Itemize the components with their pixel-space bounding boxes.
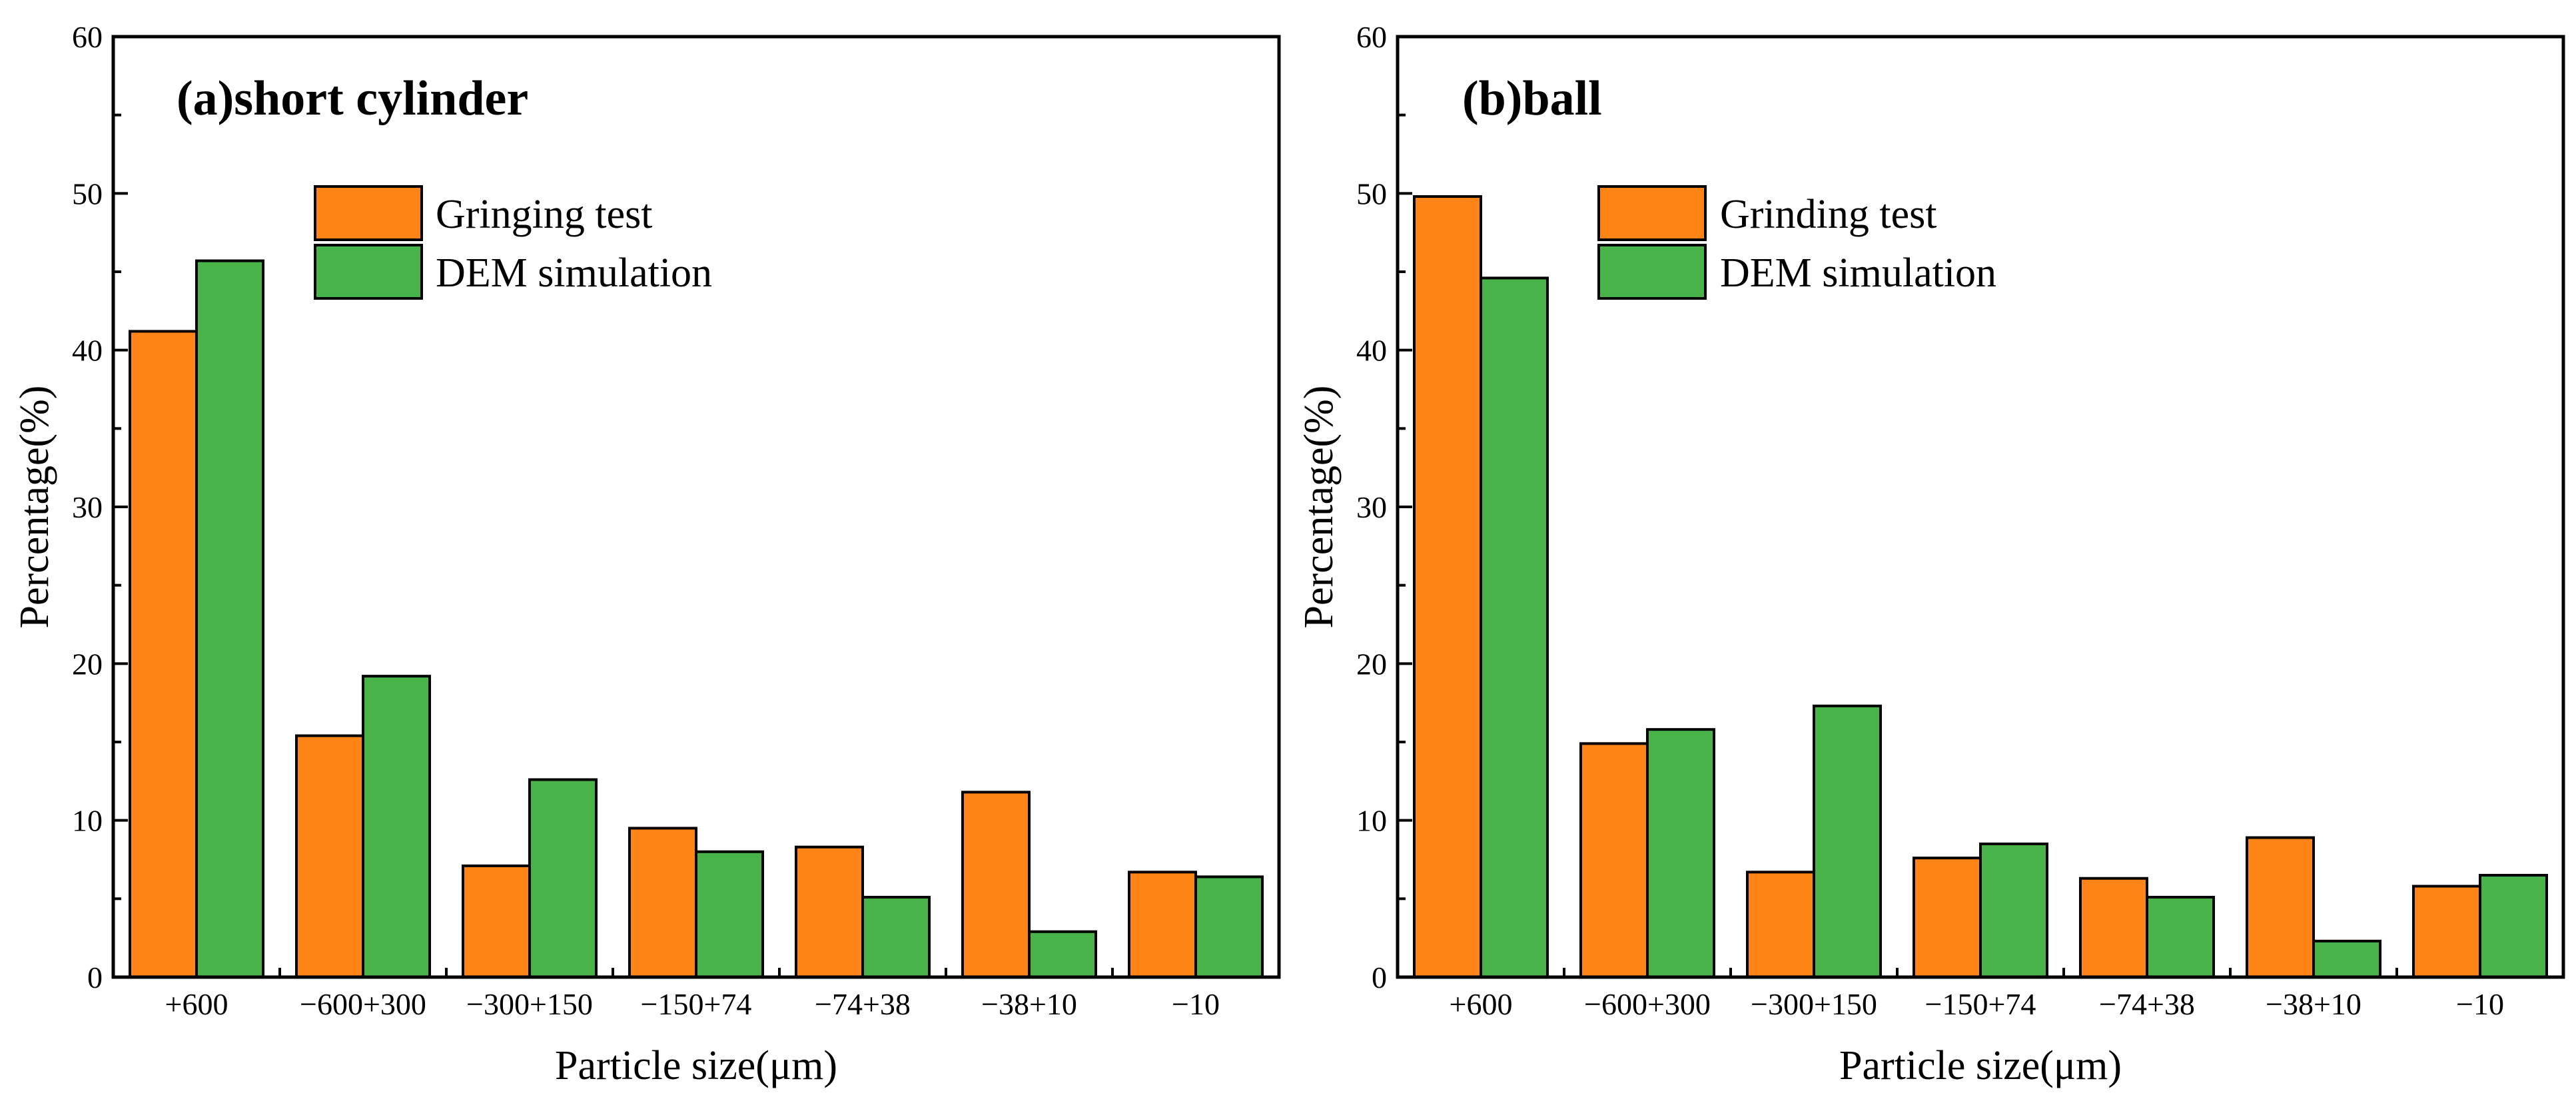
- x-tick-label: −38+10: [981, 987, 1077, 1021]
- panel-title: (a)short cylinder: [177, 71, 528, 126]
- bar-series-0-2: [462, 864, 531, 978]
- legend-label-series-0: Gringing test: [436, 192, 652, 237]
- plot-frame: [111, 35, 1281, 979]
- x-tick-label: −74+38: [815, 987, 911, 1021]
- y-tick-labels: 0 10 20 30 40 50 60: [1356, 20, 1387, 994]
- x-axis-title: Particle size(μm): [555, 1043, 837, 1088]
- legend: Gringing test DEM simulation: [314, 185, 712, 300]
- bar-series-1-1: [362, 675, 431, 978]
- x-tick-label: −38+10: [2266, 987, 2361, 1021]
- legend-label-series-1: DEM simulation: [436, 250, 712, 296]
- y-tick-label: 50: [1356, 177, 1387, 210]
- bar-series-0-2: [1746, 871, 1815, 978]
- bar-series-1-3: [1979, 842, 2048, 979]
- bar-series-0-0: [1413, 195, 1482, 978]
- bar-series-1-4: [2146, 895, 2215, 978]
- chart-panel-ball: 0 10 20 30 40 50 60 +600 −600+300 −300+150 −150+7…: [1296, 20, 2565, 1088]
- legend-label-series-1: DEM simulation: [1720, 250, 1996, 296]
- y-tick-labels: 0 10 20 30 40 50 60: [72, 20, 103, 994]
- x-tick-labels: +600 −600+300 −300+150 −150+74 −74+38 −38+10 −…: [165, 987, 1220, 1021]
- bar-group: [1413, 195, 2548, 979]
- legend-swatch-series-1: [314, 244, 423, 300]
- x-tick-labels: +600 −600+300 −300+150 −150+74 −74+38 −38+10 −…: [1450, 987, 2504, 1021]
- bar-series-1-4: [861, 895, 931, 978]
- legend-swatch-series-1: [1597, 244, 1707, 300]
- x-tick-label: −300+150: [1751, 987, 1877, 1021]
- bar-series-1-6: [2479, 874, 2548, 978]
- y-tick-label: 0: [87, 960, 103, 994]
- bar-series-1-3: [695, 850, 764, 978]
- y-axis-title: Percentage(%): [1296, 386, 1342, 629]
- y-tick-label: 60: [72, 20, 103, 54]
- bar-series-1-6: [1194, 875, 1264, 979]
- x-tick-label: −300+150: [466, 987, 593, 1021]
- bar-series-0-4: [795, 845, 864, 978]
- x-tick-label: −10: [1172, 987, 1220, 1021]
- x-tick-label: +600: [165, 987, 228, 1021]
- y-tick-label: 10: [1356, 804, 1387, 838]
- legend-label-series-0: Grinding test: [1720, 192, 1936, 237]
- bar-series-0-6: [1128, 871, 1197, 978]
- x-tick-label: −600+300: [1584, 987, 1711, 1021]
- y-tick-label: 20: [1356, 647, 1387, 681]
- bar-series-0-1: [1579, 742, 1649, 979]
- y-axis-title: Percentage(%): [12, 386, 57, 629]
- bar-group: [129, 259, 1264, 979]
- y-tick-label: 10: [72, 804, 103, 838]
- bar-series-0-6: [2412, 885, 2481, 979]
- x-tick-label: −10: [2456, 987, 2504, 1021]
- bar-series-1-2: [528, 778, 598, 978]
- bar-series-0-5: [2246, 836, 2315, 979]
- bar-series-0-1: [295, 734, 364, 978]
- x-tick-label: −600+300: [300, 987, 426, 1021]
- y-tick-label: 40: [1356, 334, 1387, 368]
- x-tick-label: −150+74: [641, 987, 752, 1021]
- y-tick-label: 0: [1372, 960, 1387, 994]
- x-axis-title: Particle size(μm): [1839, 1043, 2122, 1088]
- bar-series-1-0: [1480, 276, 1549, 978]
- x-tick-label: −150+74: [1925, 987, 2036, 1021]
- x-tick-label: +600: [1450, 987, 1513, 1021]
- bar-series-1-2: [1813, 704, 1882, 978]
- legend-swatch-series-0: [1597, 185, 1707, 241]
- y-tick-label: 40: [72, 334, 103, 368]
- legend-swatch-series-0: [314, 185, 423, 241]
- bar-series-0-0: [129, 330, 198, 978]
- x-tick-label: −74+38: [2099, 987, 2195, 1021]
- panel-title: (b)ball: [1462, 71, 1602, 126]
- bar-series-0-4: [2079, 877, 2148, 978]
- bar-series-1-5: [2312, 939, 2381, 978]
- tick-marks: [1398, 35, 2398, 978]
- legend: Grinding test DEM simulation: [1597, 185, 1996, 300]
- plot-frame: [1396, 35, 2565, 979]
- y-tick-label: 30: [72, 490, 103, 524]
- bar-series-0-5: [961, 791, 1031, 978]
- y-tick-label: 60: [1356, 20, 1387, 54]
- y-tick-label: 20: [72, 647, 103, 681]
- y-tick-label: 50: [72, 177, 103, 210]
- bar-series-1-0: [195, 259, 264, 979]
- bar-series-1-5: [1028, 930, 1097, 978]
- chart-panel-short-cylinder: 0 10 20 30 40 50 60 +600 −600+300 −300+150 −150+7…: [12, 20, 1281, 1088]
- y-tick-label: 30: [1356, 490, 1387, 524]
- bar-series-0-3: [628, 827, 697, 979]
- bar-series-0-3: [1913, 857, 1982, 978]
- bar-series-1-1: [1646, 728, 1715, 978]
